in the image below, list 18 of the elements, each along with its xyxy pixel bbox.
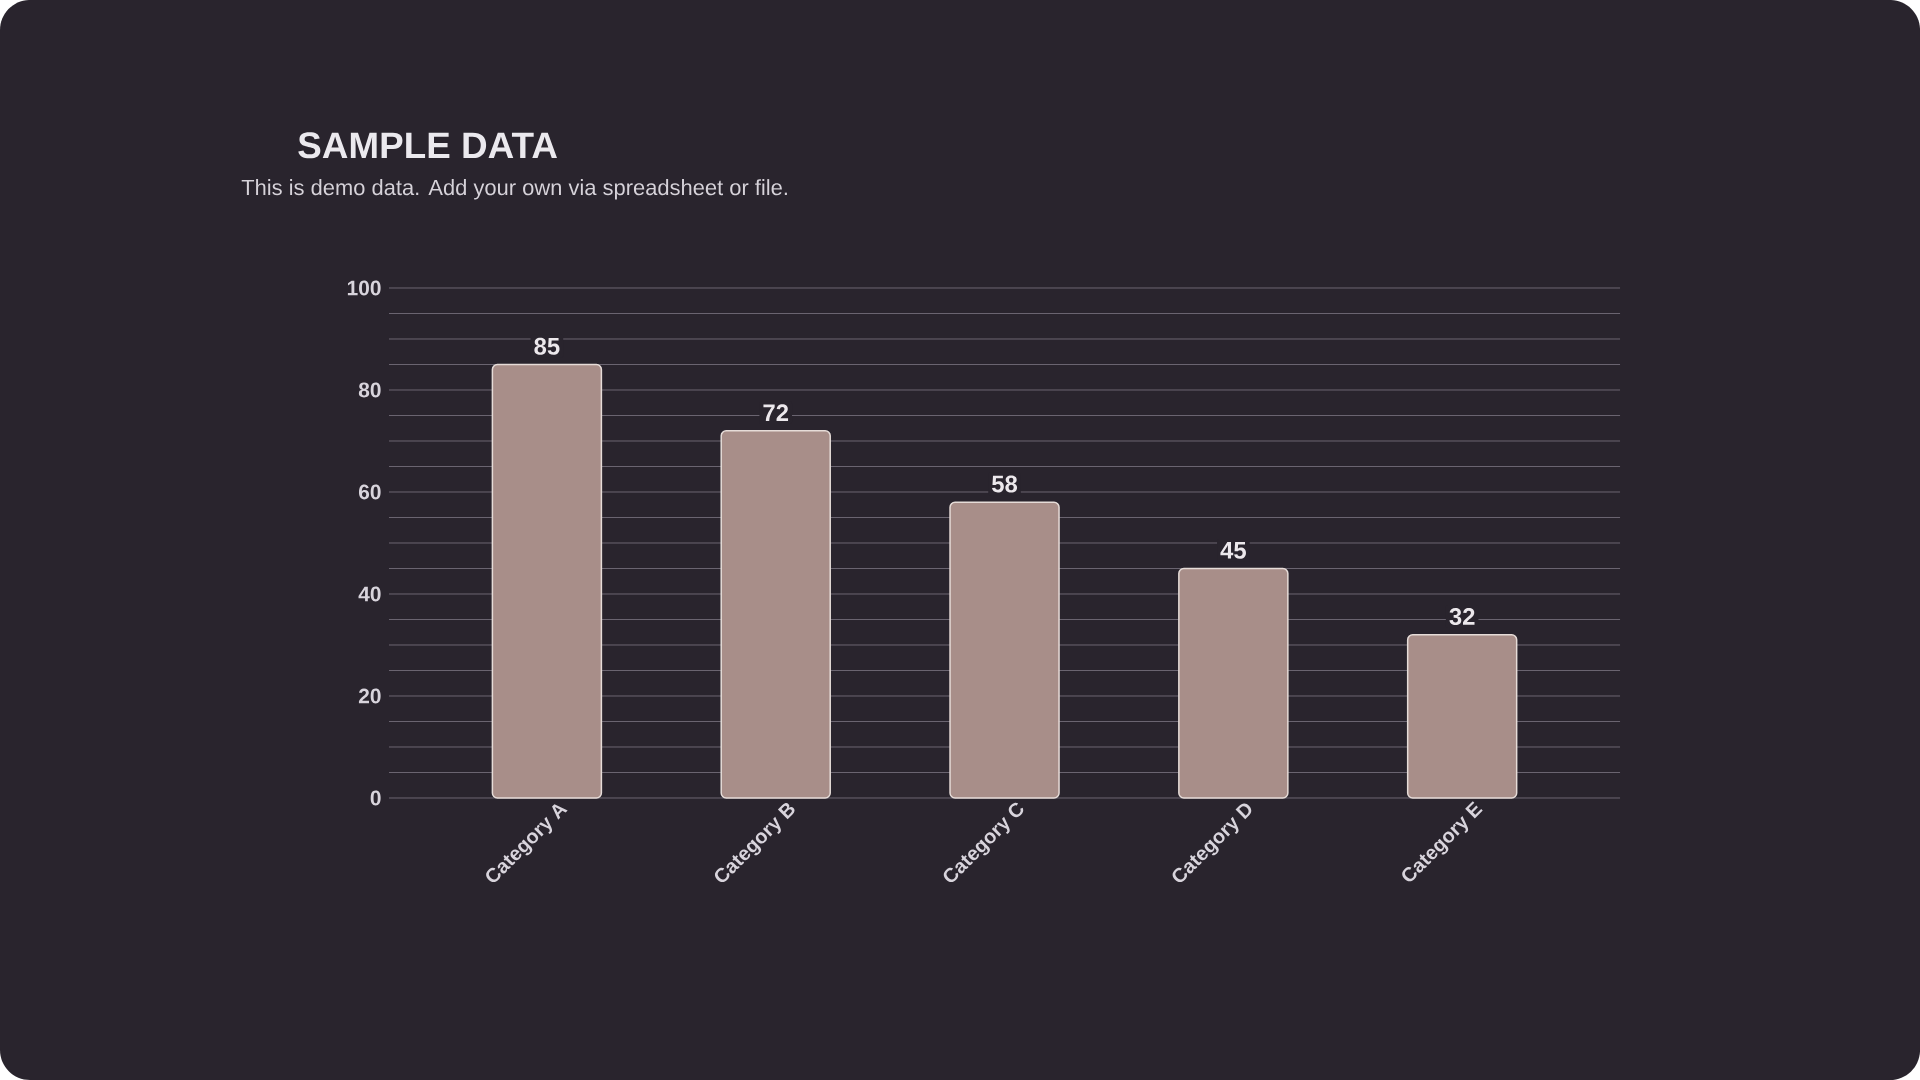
data-label: 58 bbox=[991, 475, 1018, 493]
bar bbox=[720, 430, 831, 799]
chart-title: SAMPLE DATA bbox=[298, 132, 557, 159]
bar bbox=[491, 363, 603, 799]
bar bbox=[949, 501, 1060, 799]
y-tick-label: 60 bbox=[358, 484, 381, 500]
y-tick-label: 20 bbox=[358, 688, 381, 704]
bar bbox=[1406, 634, 1518, 799]
bar bbox=[1178, 567, 1289, 799]
y-tick-label: 80 bbox=[358, 382, 381, 398]
y-tick-label: 100 bbox=[347, 280, 381, 296]
data-label: 45 bbox=[1220, 542, 1246, 559]
chart-subtitle: This is demo data. Add your own via spreadsheet or file. bbox=[241, 179, 787, 200]
data-label: 32 bbox=[1449, 608, 1475, 626]
y-tick-label: 40 bbox=[358, 586, 381, 602]
data-label: 72 bbox=[763, 404, 789, 422]
data-label: 85 bbox=[534, 337, 560, 355]
y-tick-label: 0 bbox=[370, 790, 381, 806]
